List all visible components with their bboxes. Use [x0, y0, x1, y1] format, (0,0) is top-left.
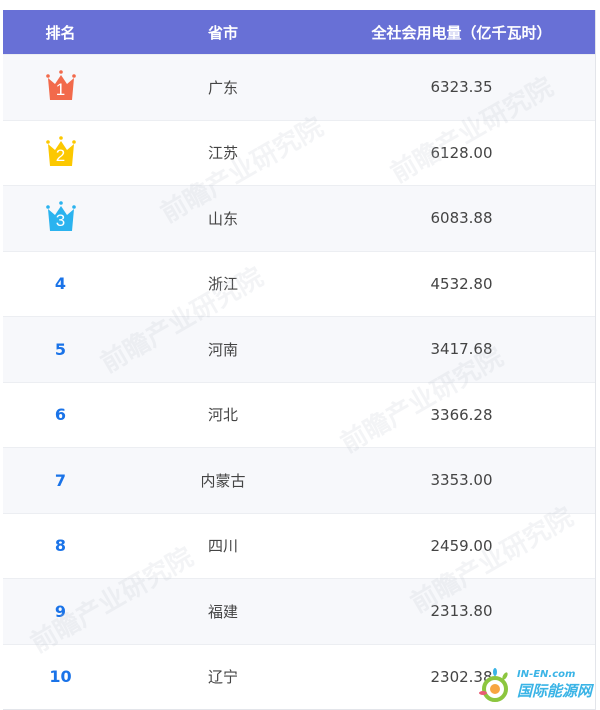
province-cell: 山东 — [207, 209, 238, 228]
province-cell: 河北 — [207, 406, 238, 425]
rank-cell: 4 — [3, 274, 118, 293]
province-cell: 江苏 — [207, 144, 238, 163]
rank-cell: 7 — [3, 471, 118, 490]
rank-cell: 1 — [3, 70, 118, 104]
value-cell: 3417.68 — [430, 340, 493, 359]
crown-icon: 2 — [45, 135, 77, 166]
value-cell: 3353.00 — [430, 471, 493, 490]
province-cell: 广东 — [207, 78, 238, 97]
value-cell: 2302.38 — [430, 667, 493, 686]
table-row: 8 四川 2459.00 — [3, 512, 595, 579]
province-cell: 四川 — [207, 537, 238, 556]
rank-number: 7 — [54, 470, 67, 490]
value-cell: 3366.28 — [430, 405, 493, 424]
rank-number: 5 — [54, 339, 67, 359]
province-cell: 福建 — [207, 602, 238, 621]
rank-cell: 5 — [3, 340, 118, 359]
header-value: 全社会用电量（亿千瓦时） — [371, 23, 552, 42]
header-rank: 排名 — [45, 23, 76, 42]
crown-icon: 3 — [45, 201, 77, 232]
value-cell: 2313.80 — [430, 602, 493, 621]
table-row: 2 江苏 6128.00 — [3, 119, 595, 186]
rank-cell: 8 — [3, 536, 118, 555]
rank-number: 3 — [55, 211, 66, 231]
table-row: 10 辽宁 2302.38 — [3, 643, 595, 710]
province-cell: 浙江 — [207, 275, 238, 294]
in-en-logo: IN-EN.com 国际能源网 — [477, 667, 592, 703]
table-row: 6 河北 3366.28 — [3, 381, 595, 448]
table-row: 9 福建 2313.80 — [3, 578, 595, 644]
rank-number: 8 — [54, 536, 67, 556]
value-cell: 6128.00 — [430, 143, 493, 162]
province-cell: 辽宁 — [207, 668, 238, 687]
rank-number: 9 — [54, 601, 67, 621]
table-row: 1 广东 6323.35 — [3, 54, 595, 120]
value-cell: 2459.00 — [430, 536, 493, 555]
province-cell: 河南 — [207, 340, 238, 359]
rank-number: 1 — [55, 80, 66, 100]
table-row: 7 内蒙古 3353.00 — [3, 447, 595, 513]
value-cell: 6083.88 — [430, 209, 493, 228]
rank-cell: 9 — [3, 602, 118, 621]
value-cell: 6323.35 — [430, 78, 493, 97]
rank-number: 6 — [54, 405, 67, 425]
rank-number: 4 — [54, 274, 67, 294]
crown-icon: 1 — [45, 70, 77, 101]
table-row: 4 浙江 4532.80 — [3, 250, 595, 317]
province-cell: 内蒙古 — [200, 471, 246, 490]
rank-number: 2 — [55, 145, 66, 165]
logo-name: 国际能源网 — [516, 682, 592, 700]
table-row: 3 山东 6083.88 — [3, 185, 595, 251]
ranking-table: 排名 省市 全社会用电量（亿千瓦时） 1 广东 6323.35 2 江苏 612… — [3, 10, 596, 710]
header-province: 省市 — [207, 23, 238, 42]
rank-cell: 3 — [3, 201, 118, 235]
rank-cell: 6 — [3, 405, 118, 424]
table-row: 5 河南 3417.68 — [3, 316, 595, 382]
logo-icon — [478, 668, 508, 702]
rank-cell: 10 — [3, 667, 118, 686]
rank-cell: 2 — [3, 135, 118, 170]
table-header: 排名 省市 全社会用电量（亿千瓦时） — [3, 10, 595, 54]
value-cell: 4532.80 — [430, 274, 493, 293]
rank-number: 10 — [49, 667, 72, 687]
logo-domain: IN-EN.com — [516, 669, 576, 680]
